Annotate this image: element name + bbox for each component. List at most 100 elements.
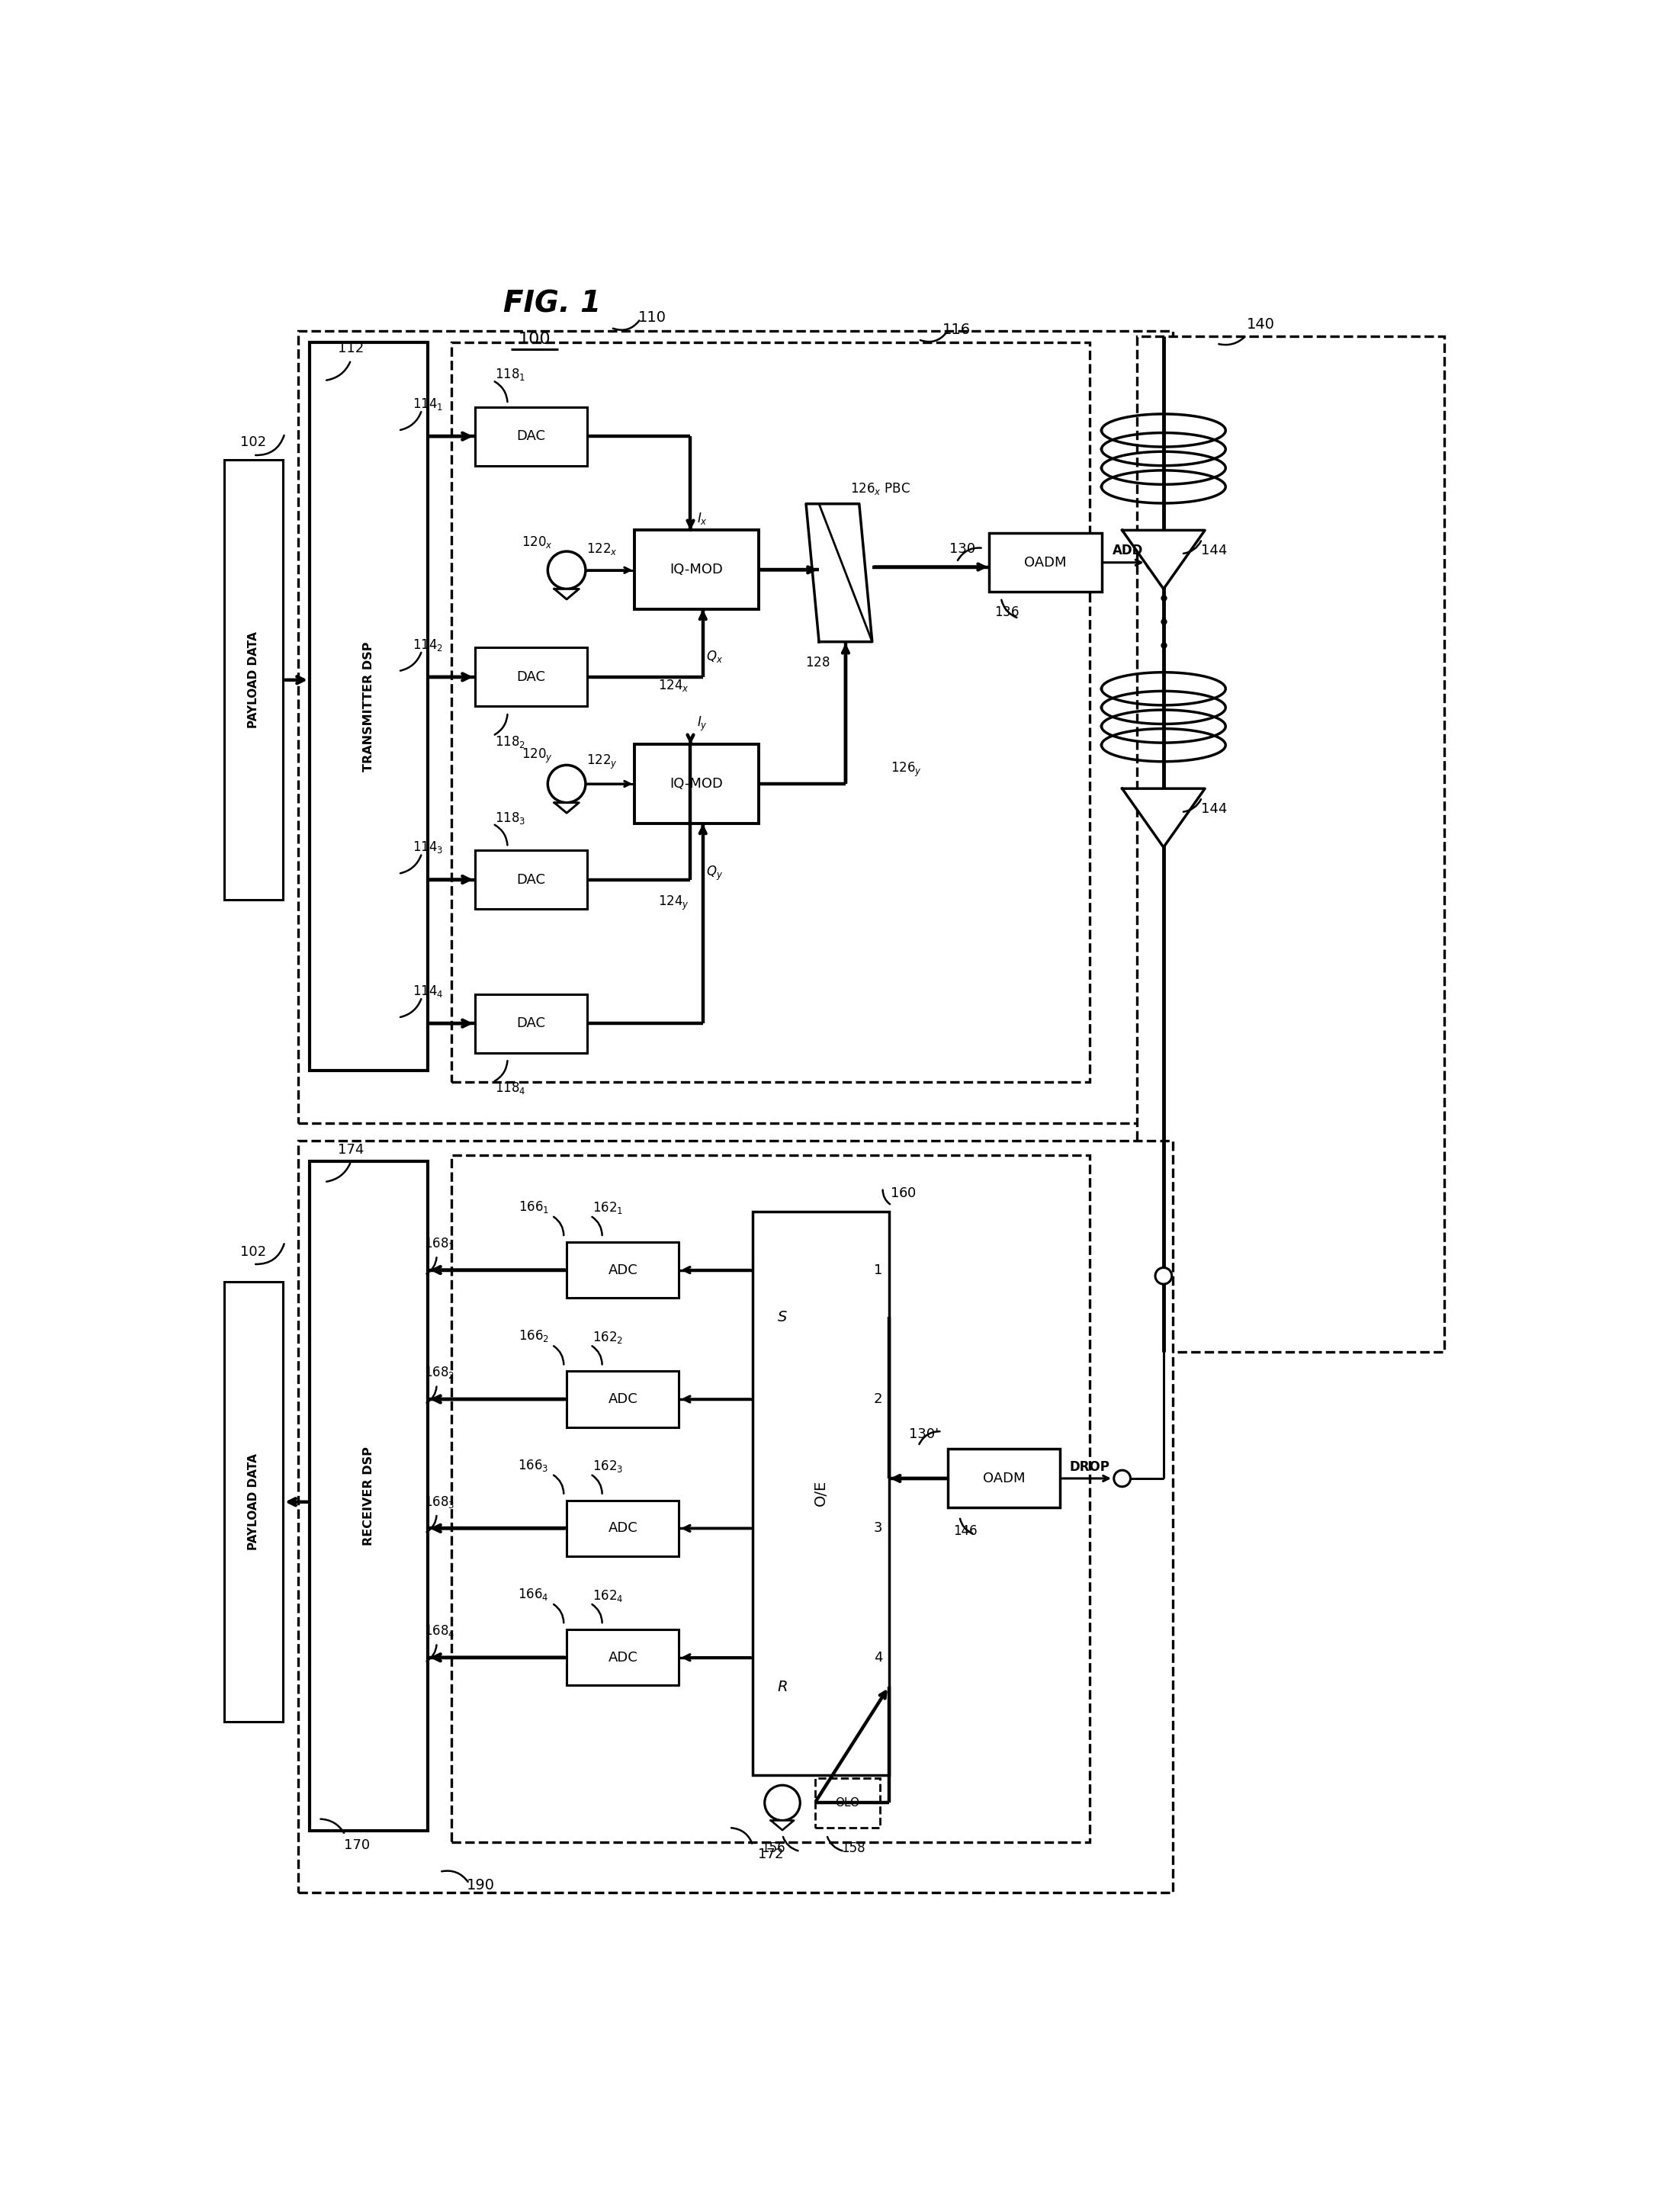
Bar [224,460,283,900]
Text: S: S [778,1310,786,1325]
Bar [567,1630,679,1686]
Text: $126_x$ PBC: $126_x$ PBC [850,482,910,498]
Text: $168_2$: $168_2$ [425,1365,455,1380]
Text: $166_1$: $166_1$ [519,1199,549,1214]
Text: ADC: ADC [607,1650,637,1663]
Text: IQ-MOD: IQ-MOD [669,776,723,792]
Text: OLO: OLO [835,1796,860,1809]
Bar [475,993,587,1053]
Polygon shape [1123,787,1205,847]
Text: FIG. 1: FIG. 1 [504,290,601,319]
Circle shape [1146,555,1163,571]
Text: TRANSMITTER DSP: TRANSMITTER DSP [363,641,375,772]
Bar [989,533,1101,593]
Text: $168_3$: $168_3$ [425,1495,455,1509]
Bar [224,1281,283,1723]
Text: $160$: $160$ [890,1188,917,1201]
Bar [452,343,1089,1082]
Text: ADC: ADC [607,1263,637,1276]
Text: DROP: DROP [1069,1460,1109,1473]
Text: 102: 102 [241,1245,266,1259]
Text: $118_2$: $118_2$ [495,734,525,750]
Text: $124_y$: $124_y$ [657,894,689,911]
Bar [634,745,760,823]
Text: $114_1$: $114_1$ [413,396,443,411]
Bar [452,1155,1089,1843]
Bar [567,1500,679,1557]
Bar [567,1243,679,1298]
Text: $I_y$: $I_y$ [698,714,708,732]
Bar [753,1212,888,1774]
Text: 158: 158 [842,1840,865,1856]
Polygon shape [554,803,579,814]
Bar [1138,336,1444,1352]
Text: $162_2$: $162_2$ [592,1329,624,1345]
Text: DAC: DAC [517,429,545,442]
Text: 102: 102 [241,436,266,449]
Circle shape [1114,1471,1131,1486]
Text: $122_y$: $122_y$ [587,754,617,772]
Text: $136$: $136$ [994,606,1019,619]
Text: $162_1$: $162_1$ [592,1201,624,1217]
Bar [475,849,587,909]
Text: PAYLOAD DATA: PAYLOAD DATA [248,633,259,728]
Text: $118_4$: $118_4$ [495,1079,525,1095]
Polygon shape [771,1820,795,1829]
Bar [475,407,587,467]
Text: 116: 116 [942,323,970,336]
Text: ADD: ADD [1113,544,1143,557]
Text: 146: 146 [954,1524,977,1537]
Bar [815,1778,880,1827]
Text: DAC: DAC [517,1018,545,1031]
Text: $114_4$: $114_4$ [412,984,443,1000]
Text: $118_3$: $118_3$ [495,810,525,825]
Text: $118_1$: $118_1$ [495,367,525,383]
Bar [298,1141,1173,1891]
Text: 2: 2 [873,1391,882,1407]
Text: $Q_x$: $Q_x$ [706,648,723,664]
Text: 110: 110 [637,310,666,325]
Text: $168_1$: $168_1$ [425,1237,455,1252]
Text: $162_3$: $162_3$ [592,1458,624,1473]
Text: 100: 100 [519,332,550,347]
Text: 144: 144 [1201,544,1226,557]
Bar [567,1371,679,1427]
Text: 190: 190 [467,1878,495,1893]
Text: 144: 144 [1201,803,1226,816]
Text: $122_x$: $122_x$ [587,542,617,557]
Text: $168_4$: $168_4$ [425,1624,455,1639]
Text: OADM: OADM [982,1471,1026,1484]
Text: $I_x$: $I_x$ [698,511,708,526]
Text: $120_y$: $120_y$ [522,748,552,765]
Text: 156: 156 [761,1840,786,1856]
Circle shape [547,765,586,803]
Text: 170: 170 [345,1838,370,1851]
Text: RECEIVER DSP: RECEIVER DSP [363,1447,375,1546]
Text: $172$: $172$ [758,1847,783,1860]
Text: $166_3$: $166_3$ [519,1458,549,1473]
Text: $166_2$: $166_2$ [519,1329,549,1343]
Polygon shape [554,588,579,599]
Bar [475,648,587,706]
Text: $Q_y$: $Q_y$ [706,865,723,883]
Text: 112: 112 [338,341,365,356]
Text: 174: 174 [338,1144,365,1157]
Text: OADM: OADM [1024,555,1066,568]
Text: $128$: $128$ [805,655,830,670]
Text: 3: 3 [873,1522,882,1535]
Text: $114_2$: $114_2$ [413,637,443,653]
Bar [310,1161,428,1832]
Text: ADC: ADC [607,1522,637,1535]
Text: DAC: DAC [517,874,545,887]
Text: $162_4$: $162_4$ [592,1588,624,1604]
Bar [949,1449,1061,1509]
Text: 130': 130' [908,1427,939,1442]
Polygon shape [806,504,872,641]
Text: ADC: ADC [607,1391,637,1407]
Bar [310,343,428,1071]
Text: O/E: O/E [813,1480,828,1506]
Text: $120_x$: $120_x$ [522,535,552,549]
Circle shape [765,1785,800,1820]
Text: R: R [778,1679,788,1694]
Bar [298,330,1173,1124]
